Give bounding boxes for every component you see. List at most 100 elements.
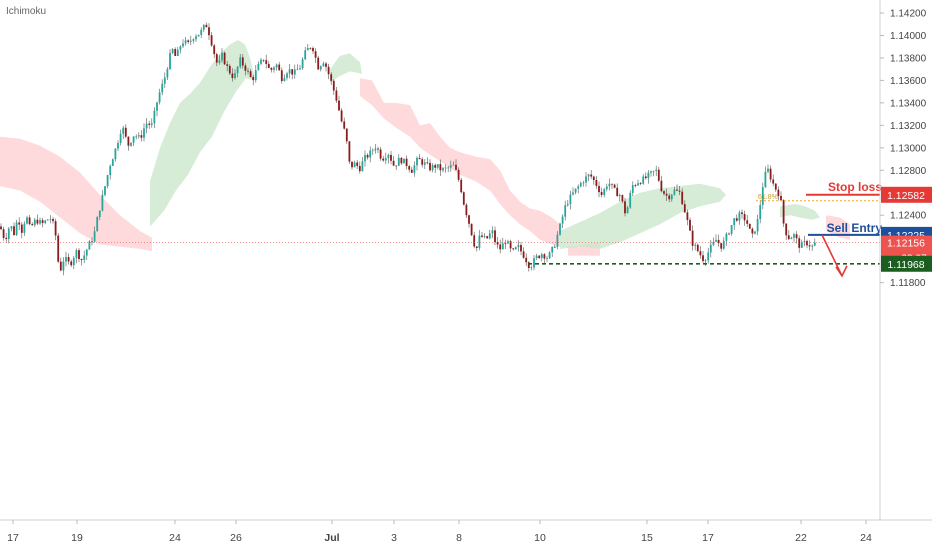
candle-body	[23, 223, 26, 233]
y-tick-label: 1.14000	[890, 31, 927, 42]
candle-body	[278, 64, 281, 71]
candle-body	[296, 69, 299, 71]
candle-body	[33, 219, 36, 226]
candle-body	[387, 154, 390, 159]
candle-body	[52, 218, 54, 222]
candle-body	[475, 246, 478, 248]
candle-body	[585, 176, 587, 183]
candle-body	[444, 167, 447, 169]
candle-body	[72, 258, 75, 266]
candle-body	[343, 121, 346, 129]
candle-body	[338, 100, 340, 111]
bearish-cloud	[826, 215, 850, 240]
candle-body	[122, 127, 125, 134]
candle-body	[624, 201, 626, 214]
take-profit-price: 1.11968	[887, 259, 924, 271]
candle-body	[520, 244, 522, 252]
candle-body	[787, 235, 790, 240]
candle-body	[158, 92, 161, 103]
candle-body	[403, 158, 405, 164]
candle-body	[200, 29, 203, 35]
candle-body	[678, 190, 681, 192]
candle-body	[722, 240, 725, 249]
candle-body	[530, 267, 533, 269]
candle-body	[473, 235, 476, 247]
candle-body	[767, 168, 769, 172]
candle-body	[260, 59, 262, 64]
candle-body	[663, 191, 665, 194]
candle-body	[465, 204, 468, 216]
candle-body	[429, 162, 431, 171]
bullish-cloud	[560, 183, 726, 249]
candle-body	[551, 246, 554, 253]
candle-body	[514, 247, 517, 250]
candle-body	[491, 230, 494, 234]
candle-body	[468, 215, 470, 224]
x-tick-label: 15	[641, 532, 653, 544]
candle-body	[512, 248, 515, 250]
candle-body	[161, 83, 164, 93]
candle-body	[751, 228, 754, 234]
candle-body	[556, 234, 559, 247]
candle-body	[332, 80, 335, 91]
candle-body	[41, 220, 44, 224]
candle-body	[629, 192, 632, 208]
candle-body	[85, 249, 88, 256]
candle-body	[813, 242, 816, 246]
candle-body	[187, 40, 190, 42]
candle-body	[704, 260, 707, 262]
candlestick-series	[0, 22, 816, 276]
candle-body	[738, 212, 741, 221]
candle-body	[696, 244, 699, 252]
candle-body	[436, 164, 439, 168]
candle-body	[400, 157, 403, 164]
candle-body	[413, 165, 416, 173]
candle-body	[130, 142, 132, 146]
candle-body	[117, 142, 119, 149]
candle-body	[101, 194, 104, 211]
candle-body	[325, 63, 327, 67]
candle-body	[358, 165, 361, 172]
candle-body	[208, 27, 210, 36]
candle-body	[665, 193, 668, 196]
y-tick-label: 1.12800	[890, 166, 927, 177]
candle-body	[618, 195, 621, 197]
candle-body	[252, 77, 255, 81]
candle-body	[540, 254, 543, 259]
candle-body	[761, 187, 764, 206]
x-tick-label: 10	[534, 532, 546, 544]
candle-body	[317, 57, 320, 70]
candle-body	[70, 261, 73, 266]
x-tick-label: 26	[230, 532, 242, 544]
x-tick-label: 22	[795, 532, 807, 544]
candle-body	[369, 150, 372, 158]
candle-body	[395, 165, 398, 167]
candle-body	[522, 251, 525, 258]
candle-body	[80, 258, 83, 260]
candle-body	[408, 166, 411, 170]
candle-body	[780, 195, 782, 201]
candle-body	[639, 183, 642, 184]
candle-body	[642, 176, 645, 184]
candle-body	[171, 49, 174, 53]
candle-body	[195, 36, 197, 40]
candle-body	[356, 162, 359, 166]
candle-body	[655, 169, 658, 171]
candle-body	[759, 205, 762, 220]
x-tick-label: Jul	[324, 532, 339, 544]
x-tick-label: 17	[702, 532, 714, 544]
candle-body	[790, 237, 793, 240]
candle-body	[244, 65, 247, 71]
candle-body	[137, 135, 140, 137]
candle-body	[7, 228, 10, 240]
candle-body	[78, 250, 80, 259]
candle-body	[434, 165, 437, 168]
candle-body	[717, 239, 720, 244]
candle-body	[720, 243, 723, 249]
candle-body	[5, 237, 8, 240]
candle-body	[132, 136, 135, 143]
take-profit-price-tag	[881, 255, 932, 272]
candle-body	[650, 171, 652, 173]
candle-body	[670, 194, 673, 200]
